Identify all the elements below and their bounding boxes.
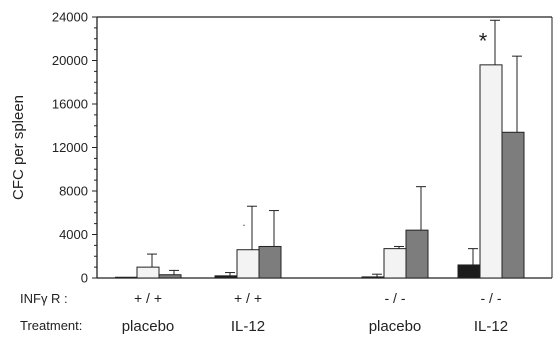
bar xyxy=(214,275,238,279)
bar xyxy=(383,248,407,279)
bar xyxy=(479,64,503,279)
group-treatment-label: IL-12 xyxy=(474,318,508,335)
bar xyxy=(361,276,385,279)
bar xyxy=(457,264,481,279)
significance-marker: * xyxy=(479,28,488,53)
group-treatment-label: placebo xyxy=(122,318,175,335)
group-receptor-label: - / - xyxy=(385,290,406,306)
y-tick-label: 0 xyxy=(81,271,88,286)
y-tick-label: 8000 xyxy=(59,184,88,199)
bars xyxy=(115,19,525,279)
group-receptor-label: - / - xyxy=(481,290,502,306)
bar xyxy=(405,229,429,279)
axes: 0 4000 8000 12000 16000 20000 24000 CFC per spl… xyxy=(10,10,553,286)
group-receptor-label: + / + xyxy=(234,290,262,306)
bar xyxy=(136,266,160,279)
y-tick-label: 4000 xyxy=(59,227,88,242)
y-tick-label: 16000 xyxy=(52,97,88,112)
bar xyxy=(501,131,525,279)
y-tick-label: 20000 xyxy=(52,53,88,68)
bar xyxy=(236,249,260,279)
significance-marker: . xyxy=(242,215,245,229)
receptor-row-label: INFγ R : xyxy=(20,291,68,306)
y-axis-title: CFC per spleen xyxy=(10,95,27,200)
group-treatment-label: IL-12 xyxy=(231,318,265,335)
y-tick-label: 24000 xyxy=(52,10,88,25)
y-tick-label: 12000 xyxy=(52,140,88,155)
treatment-row-label: Treatment: xyxy=(20,318,82,333)
bar xyxy=(258,245,282,279)
labels: *. INFγ R : Treatment: + / + placebo + / + IL-… xyxy=(20,28,508,335)
group-receptor-label: + / + xyxy=(134,290,162,306)
bar xyxy=(158,274,182,279)
group-treatment-label: placebo xyxy=(369,318,422,335)
